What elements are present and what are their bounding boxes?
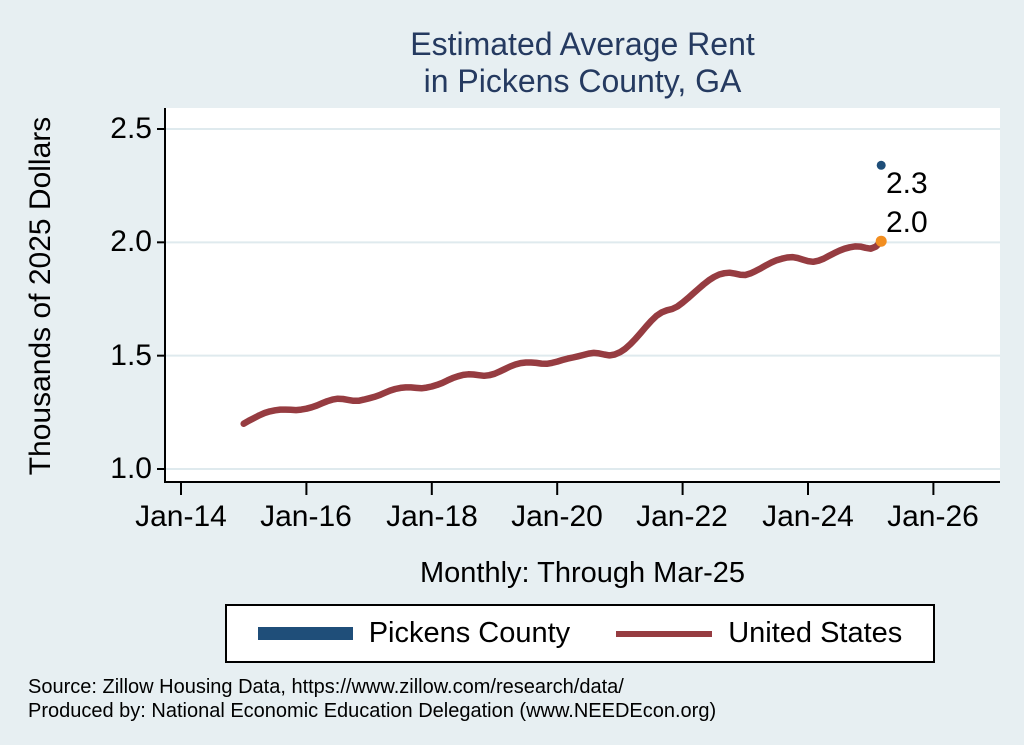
legend-label-united-states: United States [728,617,903,649]
us-value-label: 2.0 [886,206,928,239]
produced-by-line: Produced by: National Economic Education… [28,700,717,722]
y-tick-label: 1.0 [110,452,152,485]
x-tick-label: Jan-16 [260,500,352,533]
y-axis-title: Thousands of 2025 Dollars [24,116,57,476]
x-axis-subtitle: Monthly: Through Mar-25 [419,557,746,589]
legend-item-united-states: United States [616,617,902,650]
x-tick-label: Jan-26 [887,500,979,533]
y-tick-label: 2.0 [110,225,152,258]
legend-item-pickens-county: Pickens County [257,617,571,650]
x-tick-label: Jan-18 [386,500,478,533]
x-tick-label: Jan-20 [511,500,603,533]
chart-title: Estimated Average Rent in Pickens County… [165,26,1000,100]
pickens-value-label: 2.3 [886,167,928,200]
legend-label-pickens-county: Pickens County [368,617,571,649]
x-tick-label: Jan-24 [762,500,854,533]
source-line: Source: Zillow Housing Data, https://www… [28,676,624,698]
legend-swatch-pickens-county [257,627,353,640]
x-tick-label: Jan-22 [636,500,728,533]
legend-swatch-united-states [616,630,713,637]
legend-box: Pickens County United States [225,604,935,663]
chart-title-line1: Estimated Average Rent [410,26,755,62]
y-tick-label: 2.5 [110,112,152,145]
y-tick-label: 1.5 [110,339,152,372]
x-tick-label: Jan-14 [135,500,227,533]
chart-title-line2: in Pickens County, GA [423,63,742,99]
